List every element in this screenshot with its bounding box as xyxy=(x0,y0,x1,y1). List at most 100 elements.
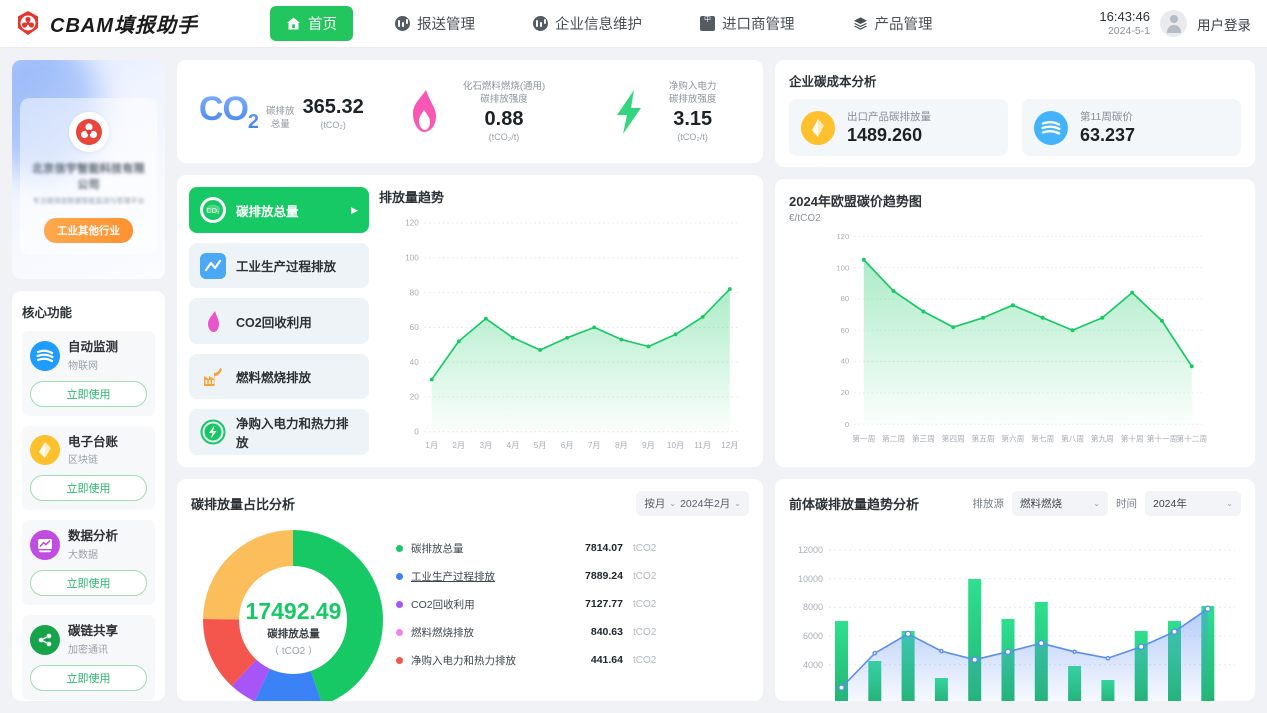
company-subtitle: 专注碳排放数据智能监测与管理平台 xyxy=(32,198,145,205)
time-filter-value: 2024年 xyxy=(1153,498,1187,510)
precursor-title: 前体碳排放量趋势分析 xyxy=(789,497,920,512)
emission-share-title: 碳排放量占比分析 xyxy=(191,497,296,512)
function-use-button[interactable]: 立即使用 xyxy=(30,475,147,502)
emission-trend-chart-area: 排放量趋势 xyxy=(379,187,751,455)
svg-text:6000: 6000 xyxy=(803,631,823,641)
clock: 16:43:46 2024-5-1 xyxy=(1099,9,1150,38)
category-label: 净购入电力和热力排放 xyxy=(236,417,349,451)
svg-text:40: 40 xyxy=(410,358,420,367)
industry-tag-badge: 工业其他行业 xyxy=(44,218,133,243)
stat-label-line2: 总量 xyxy=(270,118,290,130)
svg-text:12月: 12月 xyxy=(721,442,738,451)
svg-text:第一周: 第一周 xyxy=(852,433,875,443)
category-item-fuel-combustion[interactable]: 燃料燃烧排放 xyxy=(189,353,369,400)
svg-text:10000: 10000 xyxy=(798,574,823,584)
legend-item[interactable]: 净购入电力和热力排放 441.64 tCO2 xyxy=(396,646,749,674)
nav-item-product-management[interactable]: 产品管理 xyxy=(837,6,949,41)
period-filter-select[interactable]: 按月 ⌄ 2024年2月 ⌄ xyxy=(636,491,749,516)
stat-fuel-intensity: 化石燃料燃烧(通用) 碳排放强度 0.88 (tCO₂/t) xyxy=(376,81,565,143)
svg-text:第五周: 第五周 xyxy=(972,433,995,443)
company-card: 北京信宇智能科技有限公司 专注碳排放数据智能监测与管理平台 工业其他行业 xyxy=(12,60,165,279)
eu-carbon-price-card: 2024年欧盟碳价趋势图 €/tCO2 xyxy=(775,179,1255,467)
legend-unit: tCO2 xyxy=(633,598,657,610)
user-avatar-icon[interactable] xyxy=(1160,10,1187,37)
svg-text:12000: 12000 xyxy=(798,545,823,555)
legend-unit: tCO2 xyxy=(633,542,657,554)
legend-item[interactable]: 燃料燃烧排放 840.63 tCO2 xyxy=(396,618,749,646)
flame-pink-icon xyxy=(200,308,226,334)
legend-value: 7814.07 xyxy=(585,542,623,554)
time-filter-label: 时间 xyxy=(1116,498,1137,510)
function-item-data-analysis[interactable]: 数据分析 大数据 立即使用 xyxy=(22,520,155,605)
cost-label: 出口产品碳排放量 xyxy=(847,111,931,123)
legend-unit: tCO2 xyxy=(633,626,657,638)
category-item-total[interactable]: CO₂ 碳排放总量 ▶ xyxy=(189,187,369,233)
stat-summary-card: CO2 碳排放 总量 365.32 (tCO₂) xyxy=(177,60,763,164)
function-desc: 加密通讯 xyxy=(68,644,108,656)
category-label: CO2回收利用 xyxy=(236,315,312,330)
function-use-button[interactable]: 立即使用 xyxy=(30,380,147,407)
cost-value: 1489.260 xyxy=(847,125,923,145)
header-right: 16:43:46 2024-5-1 用户登录 xyxy=(1099,9,1267,38)
legend-unit: tCO2 xyxy=(633,570,657,582)
function-use-button[interactable]: 立即使用 xyxy=(30,569,147,596)
legend-label: 净购入电力和热力排放 xyxy=(411,654,516,667)
source-filter-select[interactable]: 燃料燃烧 ⌄ xyxy=(1012,491,1108,516)
ledger-icon xyxy=(801,110,835,145)
flame-icon xyxy=(395,84,451,140)
nav-item-enterprise-info[interactable]: 企业信息维护 xyxy=(517,6,658,41)
svg-text:8月: 8月 xyxy=(615,442,628,451)
nav-item-home[interactable]: 首页 xyxy=(270,6,353,41)
legend-item[interactable]: 碳排放总量 7814.07 tCO2 xyxy=(396,534,749,562)
function-desc: 大数据 xyxy=(68,549,98,561)
category-item-net-electricity-heat[interactable]: 净购入电力和热力排放 xyxy=(189,409,369,456)
category-item-co2-recycle[interactable]: CO2回收利用 xyxy=(189,298,369,344)
emission-category-list: CO₂ 碳排放总量 ▶ 工业生产过程排放 CO2回收利用 xyxy=(189,187,369,456)
function-item-auto-monitor[interactable]: 自动监测 物联网 立即使用 xyxy=(22,331,155,416)
function-name: 电子台账 xyxy=(68,434,119,449)
core-functions-title: 核心功能 xyxy=(22,306,73,320)
category-item-industrial-process[interactable]: 工业生产过程排放 xyxy=(189,242,369,289)
bolt-icon xyxy=(601,84,657,140)
svg-text:第十一周: 第十一周 xyxy=(1147,433,1178,443)
function-name: 数据分析 xyxy=(68,529,119,544)
stat-label-line1: 净购入电力 xyxy=(668,80,717,92)
nav-item-report-management[interactable]: 报送管理 xyxy=(379,6,491,41)
stat-unit: (tCO₂/t) xyxy=(488,132,520,143)
function-name: 碳链共享 xyxy=(68,623,119,638)
legend-label: 碳排放总量 xyxy=(411,542,464,555)
user-login-label[interactable]: 用户登录 xyxy=(1197,17,1251,33)
stat-unit: (tCO₂/t) xyxy=(677,132,708,143)
function-item-electronic-ledger[interactable]: 电子台账 区块链 立即使用 xyxy=(22,425,155,511)
legend-item[interactable]: 工业生产过程排放 7889.24 tCO2 xyxy=(396,562,749,590)
legend-color-dot xyxy=(396,628,403,636)
svg-text:第九周: 第九周 xyxy=(1091,433,1114,443)
layers-icon xyxy=(853,16,868,31)
svg-text:7月: 7月 xyxy=(588,442,601,451)
function-use-button[interactable]: 立即使用 xyxy=(30,664,147,691)
share-icon xyxy=(30,624,60,655)
chevron-right-icon: ▶ xyxy=(351,204,358,215)
brand-logo[interactable]: CBAM填报助手 xyxy=(0,9,198,38)
filter-period-label: 2024年2月 xyxy=(680,498,731,510)
center-column: CO2 碳排放 总量 365.32 (tCO₂) xyxy=(177,60,763,701)
svg-text:第八周: 第八周 xyxy=(1061,433,1084,443)
stat-value: 0.88 xyxy=(484,108,524,131)
stat-value: 3.15 xyxy=(673,108,713,131)
bolt-circle-icon xyxy=(200,419,226,445)
chevron-down-icon: ⌄ xyxy=(734,499,741,508)
svg-text:120: 120 xyxy=(836,232,849,241)
co2-text-icon: CO2 xyxy=(198,89,259,133)
cost-value: 63.237 xyxy=(1080,125,1136,145)
legend-item[interactable]: CO2回收利用 7127.77 tCO2 xyxy=(396,590,749,618)
app-header: CBAM填报助手 首页 报送管理 企业信息维护 中 进口商管理 产品管理 xyxy=(0,0,1267,48)
legend-label: 工业生产过程排放 xyxy=(411,570,495,583)
time-filter-select[interactable]: 2024年 ⌄ xyxy=(1145,491,1241,516)
nav-label: 首页 xyxy=(308,17,337,33)
ledger-icon xyxy=(30,435,60,466)
legend-color-dot xyxy=(396,656,403,664)
emission-trend-card: CO₂ 碳排放总量 ▶ 工业生产过程排放 CO2回收利用 xyxy=(177,175,763,467)
svg-text:4月: 4月 xyxy=(507,442,520,451)
function-item-carbon-chain-share[interactable]: 碳链共享 加密通讯 立即使用 xyxy=(22,614,155,700)
nav-item-importer-management[interactable]: 中 进口商管理 xyxy=(684,6,811,41)
